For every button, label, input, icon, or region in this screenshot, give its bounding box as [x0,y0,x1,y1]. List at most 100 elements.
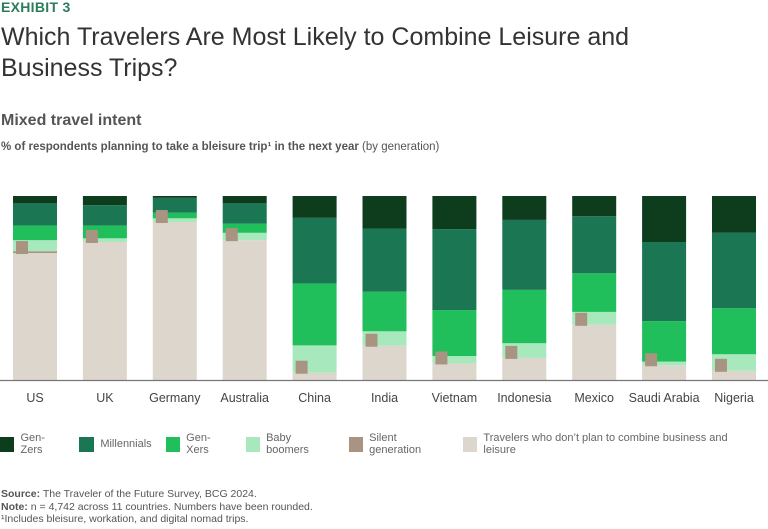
data-label: 12 [0,185,6,188]
data-label: 5 [0,185,3,188]
bar-segment [82,196,127,206]
category-label: India [371,391,398,405]
data-label: 4 [0,185,4,188]
data-label: 85 [0,185,6,188]
data-label: 12 [0,185,6,188]
data-label: 34 [0,185,7,188]
data-label: 13 [0,185,6,188]
legend: Gen-Zers Millennials Gen-Xers Baby boomers S… [0,432,768,456]
data-label: 4 [0,185,4,188]
bar-segment [292,196,337,218]
description-qualifier: (by generation) [358,141,440,153]
data-label: 0 [0,185,3,188]
source-line: Source: The Traveler of the Future Surve… [1,488,313,501]
bar-segment [13,251,57,254]
bar-segment [222,223,267,233]
exhibit-label: EXHIBIT 3 [1,0,71,15]
data-label: 5 [0,185,3,188]
description-main: % of respondents planning to take a blei… [1,141,359,153]
chart-title: Which Travelers Are Most Likely to Combi… [1,23,630,82]
data-label: 25 [0,185,6,188]
legend-swatch [245,436,261,452]
data-label: 0 [0,185,3,188]
data-label: 3 [0,185,3,188]
bar-segment [642,361,687,366]
legend-label: Millennials [100,438,152,450]
data-label: 2 [0,185,3,188]
legend-item: Gen-Zers [0,432,65,456]
bar-segment [362,345,407,380]
data-label: 11 [0,185,6,188]
note-text: n = 4,742 across 11 countries. Numbers h… [27,500,313,513]
source-text: The Traveler of the Future Survey, BCG 2… [40,488,257,500]
silent-label-box [715,358,727,372]
bar-segment [152,222,197,380]
legend-swatch [462,436,478,452]
data-label: 8 [0,185,3,188]
data-label: 31 [0,185,6,188]
legend-item: Millennials [79,436,152,452]
data-label: 38 [0,185,6,188]
bar-segment [13,240,57,252]
legend-label: Gen-Zers [20,432,45,456]
data-label: 41 [0,185,6,188]
bar-segment [432,363,477,380]
data-label: 0 [0,185,3,188]
data-label: 6 [0,185,3,188]
legend-swatch [348,436,364,452]
data-label: 76 [0,185,6,188]
data-label: 21 [0,185,6,188]
silent-label-box [85,230,98,243]
silent-label-box [575,312,588,326]
data-label: 9 [0,185,3,188]
data-label: 4 [0,185,4,188]
data-label: 4 [0,185,4,188]
category-label: Germany [149,391,201,405]
data-label: 35 [0,185,6,188]
data-label: 29 [0,185,6,188]
category-label: China [298,391,331,405]
data-label: 0 [0,185,3,188]
data-label: 0 [0,185,3,188]
legend-label: Travelers who don’t plan to combine busi… [483,432,728,456]
category-label: US [26,391,43,405]
bar-segment [432,229,477,311]
data-label: 69 [0,185,6,188]
silent-label-box [295,360,308,374]
data-label: 0 [0,185,3,188]
bar-segment [152,212,197,219]
bar-segment [712,370,756,380]
bar-segment [152,218,197,223]
bar-segment [222,232,267,241]
data-label: 7 [0,185,3,188]
data-label: 22 [0,185,6,188]
bar-segment [362,196,407,229]
silent-label-box [365,333,378,347]
silent-label-box [505,345,518,359]
data-label: 0 [0,185,3,188]
stacked-bar-chart: 69168124US75027115UK8502381Germany760451… [0,185,768,405]
bar-segment [432,356,477,364]
bar-segment [712,232,756,309]
legend-label: Silent generation [369,432,422,456]
bar-segment [82,238,127,242]
data-label: 8 [0,185,3,188]
data-label: 44 [0,185,7,188]
bar-segment [13,203,57,226]
data-label: 25 [0,185,6,188]
bar-segment [13,253,57,380]
silent-label-box [155,210,168,224]
source-label: Source: [1,488,41,500]
data-label: 19 [0,185,6,188]
data-label: 25 [0,185,6,188]
silent-label-box [16,241,28,255]
bar-segment [82,205,127,226]
bar-segment [292,217,337,284]
bar-segment [502,289,547,344]
data-label: 4 [0,185,4,188]
bar-segment [572,324,617,380]
bar-segment [502,357,547,380]
legend-item: Silent generation [348,432,449,456]
legend-swatch [79,436,95,452]
note-line: Note: n = 4,742 across 11 countries. Num… [1,501,313,514]
